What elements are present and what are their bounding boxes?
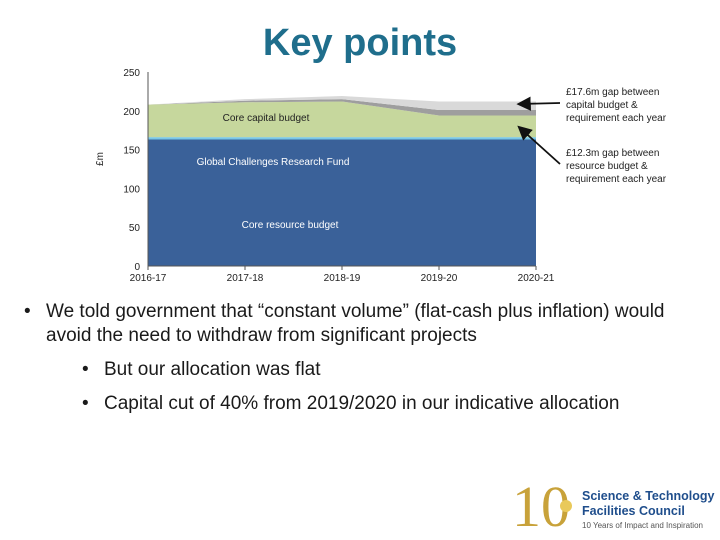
- series-label-gcrf: Global Challenges Research Fund: [197, 157, 350, 168]
- logo-name-line2: Facilities Council: [582, 504, 685, 518]
- x-tick-label-1: 2017-18: [227, 273, 264, 284]
- area-series-0: [148, 139, 536, 266]
- y-tick-label-1: 50: [129, 223, 141, 234]
- area-series-4: [148, 96, 536, 111]
- stfc-logo: 10 Science & Technology Facilities Counc…: [512, 474, 714, 534]
- x-tick-label-4: 2020-21: [518, 273, 555, 284]
- bullet-sub-2: Capital cut of 40% from 2019/2020 in our…: [24, 392, 704, 416]
- x-tick-label-0: 2016-17: [130, 273, 167, 284]
- y-tick-label-5: 250: [123, 68, 140, 79]
- y-tick-label-0: 0: [134, 262, 140, 273]
- annotation-0: £17.6m gap between capital budget & requir…: [566, 87, 667, 124]
- y-tick-label-3: 150: [123, 146, 140, 157]
- budget-area-chart: 0 50 100 150 200 250 2016-17 2017-18 2018-19 2019…: [95, 68, 667, 284]
- area-series-1: [148, 137, 536, 140]
- logo-sun-icon: [560, 500, 572, 512]
- y-tick-label-2: 100: [123, 184, 140, 195]
- annotations-group: £17.6m gap between capital budget & requir…: [516, 87, 667, 185]
- area-series-group: [148, 96, 536, 266]
- annotation-arrow-1: [517, 125, 561, 165]
- bullet-sub-1: But our allocation was flat: [24, 358, 704, 382]
- logo-tagline: 10 Years of Impact and Inspiration: [582, 521, 703, 530]
- area-series-3: [148, 99, 536, 116]
- y-axis-label: £m: [95, 152, 106, 166]
- page-title: Key points: [262, 22, 458, 64]
- logo-ten-mark: 10: [512, 474, 570, 534]
- series-label-core-resource: Core resource budget: [242, 220, 339, 231]
- bullet-main: We told government that “constant volume…: [24, 300, 704, 348]
- annotation-1: £12.3m gap between resource budget & requi…: [566, 148, 667, 185]
- series-labels-group: Core resource budget Global Challenges Re…: [197, 113, 350, 231]
- y-tick-label-4: 200: [123, 107, 140, 118]
- series-label-core-capital: Core capital budget: [223, 113, 310, 124]
- x-tick-label-3: 2019-20: [421, 273, 458, 284]
- x-tick-label-2: 2018-19: [324, 273, 361, 284]
- bullet-list: We told government that “constant volume…: [24, 300, 704, 416]
- logo-name-line1: Science & Technology: [582, 489, 714, 503]
- axes-group: 0 50 100 150 200 250 2016-17 2017-18 2018-19 2019…: [95, 68, 555, 284]
- area-series-2: [148, 101, 536, 138]
- annotation-arrow-0: [516, 96, 561, 111]
